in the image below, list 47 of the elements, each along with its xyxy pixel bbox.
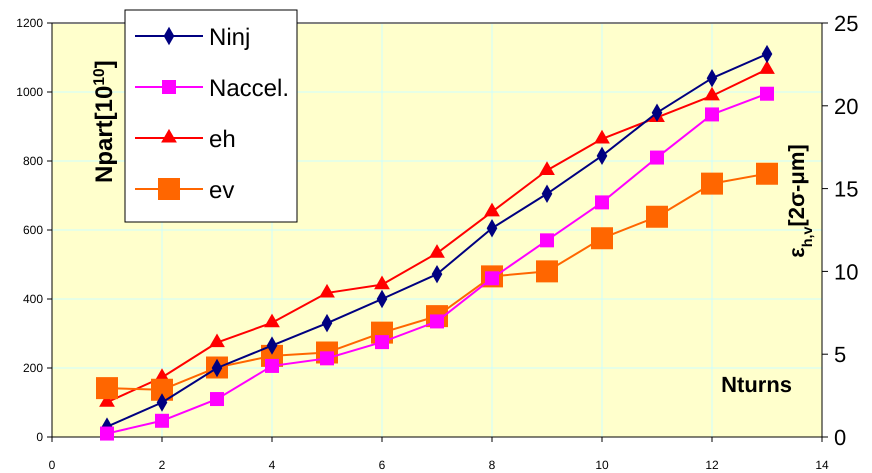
y-tick-label: 1200 (16, 16, 44, 30)
x-tick-label: 12 (705, 458, 719, 472)
y-tick-label: 0 (36, 430, 44, 444)
point (704, 86, 720, 100)
point (540, 233, 554, 248)
x-tick-label: 6 (378, 458, 386, 472)
x-tick-label: 4 (268, 458, 276, 472)
legend-label: eh (209, 126, 236, 153)
point (375, 335, 389, 350)
y2-tick-label: 10 (834, 259, 858, 284)
point (646, 206, 668, 228)
point (539, 161, 555, 175)
x-tick-label: 10 (595, 458, 609, 472)
point (759, 60, 775, 74)
y2-tick-label: 5 (834, 342, 846, 368)
point (155, 414, 169, 428)
legend-label: ev (209, 177, 234, 204)
y-tick-label: 800 (22, 154, 44, 168)
legend-label: Naccel. (209, 75, 290, 102)
point (536, 260, 558, 282)
x-axis-title: Nturns (721, 372, 792, 397)
x-tick-label: 8 (488, 458, 496, 472)
x-tick-label: 2 (158, 458, 166, 472)
point (594, 130, 610, 144)
point (265, 358, 279, 373)
point (100, 426, 114, 441)
y2-tick-label: 20 (834, 94, 858, 119)
point (96, 377, 118, 400)
y-tick-label: 1000 (16, 85, 44, 99)
point (760, 86, 774, 101)
y-tick-label: 600 (22, 223, 44, 237)
y2-tick-label: 0 (834, 425, 846, 450)
point (484, 202, 500, 216)
point (595, 195, 609, 210)
y2-tick-label: 25 (834, 11, 858, 36)
point (374, 276, 390, 290)
x-tick-label: 0 (48, 458, 56, 472)
y-tick-label: 200 (22, 361, 44, 375)
y2-tick-label: 15 (834, 176, 858, 202)
point (210, 392, 224, 406)
legend-label: Ninj (209, 24, 250, 51)
point (705, 107, 719, 122)
x-tick-label: 14 (815, 458, 829, 472)
point (429, 244, 445, 258)
point (650, 150, 664, 165)
y-tick-label: 400 (22, 292, 44, 306)
point (591, 227, 613, 250)
